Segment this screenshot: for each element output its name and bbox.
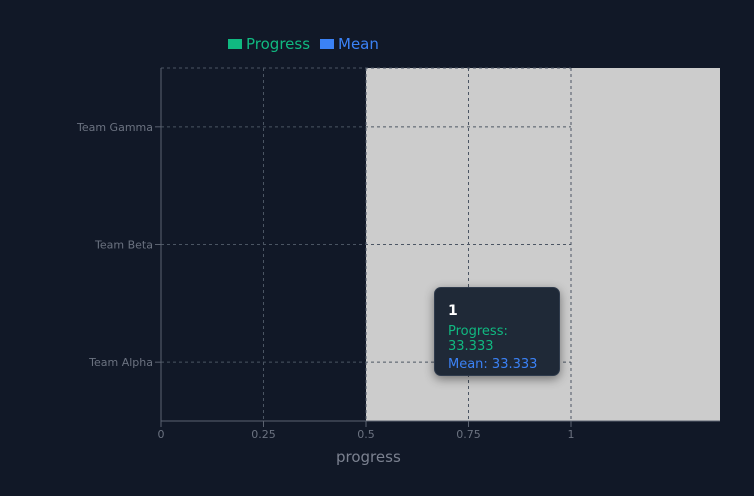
chart-tooltip: 1 Progress: 33.333 Mean: 33.333 [434,287,560,376]
tooltip-title: 1 [448,303,458,319]
x-tick-label: 0 [158,428,165,441]
tooltip-progress: Progress: 33.333 [448,324,508,354]
x-tick-label: 1 [568,428,575,441]
x-tick-label: 0.5 [357,428,375,441]
legend-swatch-progress [228,39,242,49]
y-tick-label: Team Beta [94,239,153,252]
y-tick-label: Team Alpha [88,356,153,369]
legend-item-mean[interactable]: Mean [320,35,379,53]
legend-swatch-mean [320,39,335,49]
x-tick-label: 0.75 [456,428,481,441]
legend-label-progress: Progress [246,35,311,53]
legend-item-progress[interactable]: Progress [228,35,310,53]
legend-label-mean: Mean [338,35,379,53]
x-axis-title: progress [336,448,401,466]
x-tick-label: 0.25 [251,428,276,441]
legend: Progress Mean [228,35,379,53]
y-tick-label: Team Gamma [76,121,153,134]
tooltip-mean: Mean: 33.333 [448,357,538,372]
